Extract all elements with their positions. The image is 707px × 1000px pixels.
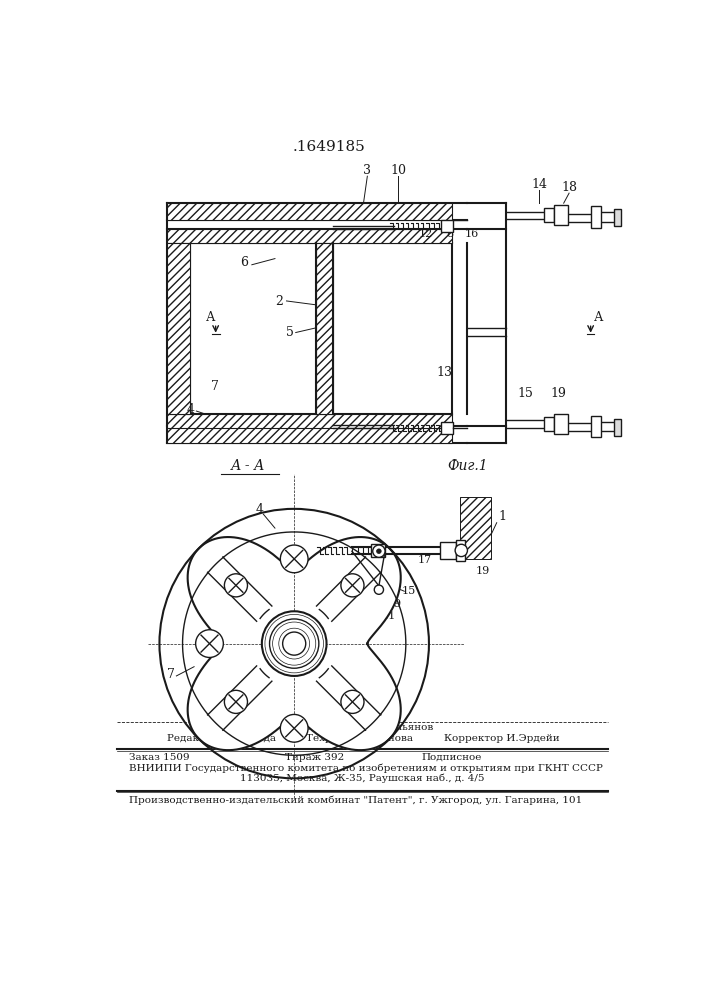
Bar — [554, 414, 568, 434]
Bar — [554, 205, 568, 225]
Bar — [441, 422, 452, 434]
Text: 6: 6 — [240, 256, 248, 269]
Circle shape — [341, 574, 364, 597]
Text: 18: 18 — [561, 181, 577, 194]
Bar — [460, 497, 491, 559]
Text: Составитель Е.Емельянов: Составитель Е.Емельянов — [291, 723, 433, 732]
Bar — [167, 426, 452, 443]
Text: ВНИИПИ Государственного комитета по изобретениям и открытиям при ГКНТ СССР: ВНИИПИ Государственного комитета по изоб… — [129, 763, 602, 773]
Text: 8: 8 — [446, 229, 453, 239]
Bar — [316, 243, 334, 414]
Text: 10: 10 — [390, 164, 406, 177]
Text: Корректор И.Эрдейи: Корректор И.Эрдейи — [444, 734, 560, 743]
Text: А - А: А - А — [230, 459, 265, 473]
Text: 9: 9 — [393, 599, 400, 609]
Bar — [167, 243, 190, 414]
Polygon shape — [187, 537, 401, 750]
Text: 4: 4 — [256, 503, 264, 516]
Text: 7: 7 — [167, 668, 175, 681]
Bar — [371, 544, 385, 557]
Text: Фиг.2: Фиг.2 — [274, 702, 315, 716]
Bar — [167, 414, 452, 428]
Text: Производственно-издательский комбинат "Патент", г. Ужгород, ул. Гагарина, 101: Производственно-издательский комбинат "П… — [129, 795, 582, 805]
Circle shape — [224, 574, 247, 597]
Text: .1649185: .1649185 — [293, 140, 366, 154]
Circle shape — [374, 585, 383, 594]
Text: А: А — [206, 311, 216, 324]
Text: 113035, Москва, Ж-35, Раушская наб., д. 4/5: 113035, Москва, Ж-35, Раушская наб., д. … — [240, 774, 484, 783]
Circle shape — [281, 714, 308, 742]
Bar — [456, 540, 465, 561]
Text: 1: 1 — [498, 510, 506, 523]
Bar — [544, 417, 554, 431]
Text: А: А — [594, 311, 603, 324]
Text: Подписное: Подписное — [421, 753, 481, 762]
Text: 19: 19 — [550, 387, 566, 400]
Text: Заказ 1509: Заказ 1509 — [129, 753, 189, 762]
Text: Тираж 392: Тираж 392 — [285, 753, 344, 762]
Bar — [167, 229, 452, 243]
Circle shape — [224, 690, 247, 713]
Circle shape — [455, 544, 467, 557]
Text: Редактор Ю.Середа: Редактор Ю.Середа — [167, 734, 276, 743]
Text: 7: 7 — [211, 379, 219, 392]
Text: 15: 15 — [402, 586, 416, 596]
Bar — [614, 209, 621, 226]
Bar — [440, 542, 456, 559]
Text: 14: 14 — [531, 178, 547, 191]
Text: 11: 11 — [381, 611, 395, 621]
Circle shape — [283, 632, 305, 655]
Circle shape — [373, 545, 385, 557]
Text: 3: 3 — [363, 164, 371, 177]
Text: 4: 4 — [186, 403, 194, 416]
Circle shape — [341, 690, 364, 713]
Text: 13: 13 — [317, 560, 333, 573]
Circle shape — [269, 619, 319, 668]
Bar — [441, 220, 452, 232]
Bar — [590, 416, 602, 437]
Text: Фиг.1: Фиг.1 — [447, 459, 488, 473]
Bar — [167, 203, 452, 220]
Bar — [544, 208, 554, 222]
Bar — [614, 419, 621, 436]
Text: Техред С.Мигунова: Техред С.Мигунова — [305, 734, 413, 743]
Text: 16: 16 — [464, 229, 479, 239]
Text: 2: 2 — [275, 295, 283, 308]
Text: 19: 19 — [475, 566, 489, 576]
Circle shape — [377, 549, 381, 554]
Circle shape — [262, 611, 327, 676]
Text: 5: 5 — [286, 326, 294, 339]
Bar — [590, 206, 602, 228]
Circle shape — [196, 630, 223, 657]
Text: 13: 13 — [436, 366, 452, 379]
Text: 12: 12 — [419, 229, 433, 239]
Circle shape — [281, 545, 308, 573]
Text: 15: 15 — [518, 387, 533, 400]
Text: 17: 17 — [417, 555, 431, 565]
